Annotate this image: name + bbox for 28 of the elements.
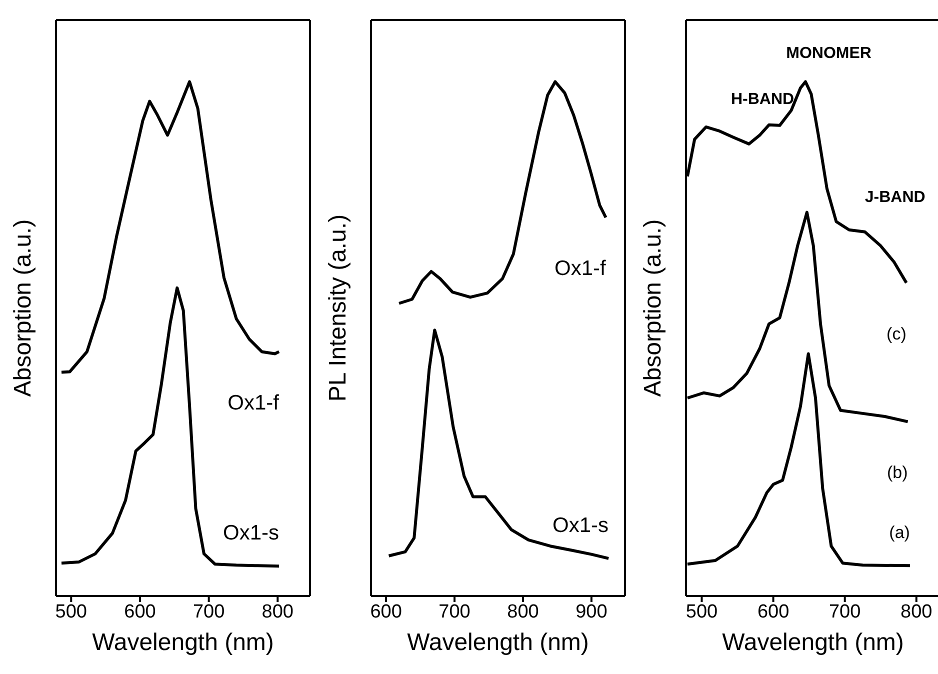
x-tick-label: 600 bbox=[370, 601, 402, 622]
series-label: Ox1-s bbox=[552, 514, 609, 538]
text: (c) bbox=[886, 324, 906, 344]
annotation: J-BAND bbox=[864, 188, 926, 207]
x-tick-label: 700 bbox=[828, 601, 861, 622]
x-tick-label: 500 bbox=[55, 601, 87, 622]
text: MONOMER bbox=[786, 44, 872, 63]
x-tick-label: 500 bbox=[686, 601, 718, 622]
x-tick-label: 700 bbox=[438, 601, 470, 622]
x-tick-label: 600 bbox=[124, 601, 156, 622]
x-axis-title: Wavelength (nm) bbox=[722, 629, 904, 656]
y-axis-title: PL Intensity (a.u.) bbox=[324, 214, 352, 402]
y-axis-title: Absorption (a.u.) bbox=[640, 219, 667, 397]
x-axis-title: Wavelength (nm) bbox=[92, 629, 274, 656]
x-tick-label: 700 bbox=[192, 601, 225, 622]
x-axis-title: Wavelength (nm) bbox=[407, 629, 589, 656]
series-label: Ox1-f bbox=[554, 257, 606, 280]
x-tick-label: 800 bbox=[900, 601, 932, 622]
series-label: Ox1-f bbox=[228, 391, 280, 414]
y-axis-title: Absorption (a.u.) bbox=[10, 219, 37, 397]
series-label: Ox1-s bbox=[223, 522, 280, 545]
x-tick-label: 800 bbox=[507, 601, 539, 622]
text: (b) bbox=[887, 463, 908, 482]
x-tick-label: 600 bbox=[757, 601, 790, 622]
series-label: (a) bbox=[889, 523, 910, 542]
annotation: H-BAND bbox=[730, 90, 794, 109]
x-tick-label: 800 bbox=[262, 601, 294, 622]
x-tick-label: 900 bbox=[576, 601, 608, 622]
